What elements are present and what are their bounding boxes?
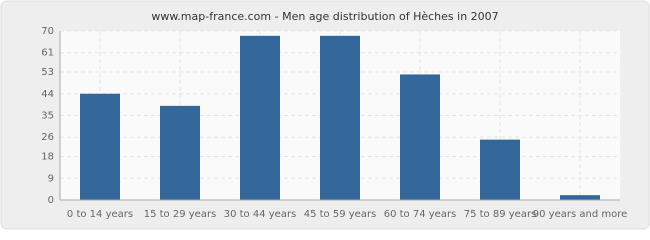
y-tick-label: 9 xyxy=(48,173,54,184)
x-tick-label: 15 to 29 years xyxy=(144,209,217,220)
y-tick-label: 26 xyxy=(41,132,54,143)
y-tick-label: 44 xyxy=(41,89,54,100)
y-tick-label: 70 xyxy=(41,26,54,37)
page: www.map-france.com - Men age distributio… xyxy=(0,0,650,230)
bar xyxy=(480,139,520,200)
x-tick-label: 75 to 89 years xyxy=(464,209,537,220)
x-tick-label: 0 to 14 years xyxy=(67,209,133,220)
bar xyxy=(80,93,120,200)
chart: www.map-france.com - Men age distributio… xyxy=(0,0,650,230)
x-tick-label: 90 years and more xyxy=(533,209,628,220)
x-tick-label: 30 to 44 years xyxy=(224,209,297,220)
bar xyxy=(240,35,280,201)
bar xyxy=(560,195,600,200)
x-tick-label: 60 to 74 years xyxy=(384,209,457,220)
y-tick-label: 53 xyxy=(41,67,54,78)
x-tick-label: 45 to 59 years xyxy=(304,209,377,220)
y-tick-label: 18 xyxy=(41,152,54,163)
y-tick-label: 35 xyxy=(41,111,54,122)
y-tick-label: 61 xyxy=(41,48,54,59)
bar xyxy=(160,105,200,200)
y-tick-label: 0 xyxy=(48,195,54,206)
bar xyxy=(320,35,360,201)
bar xyxy=(400,74,440,200)
chart-title: www.map-france.com - Men age distributio… xyxy=(151,10,498,23)
